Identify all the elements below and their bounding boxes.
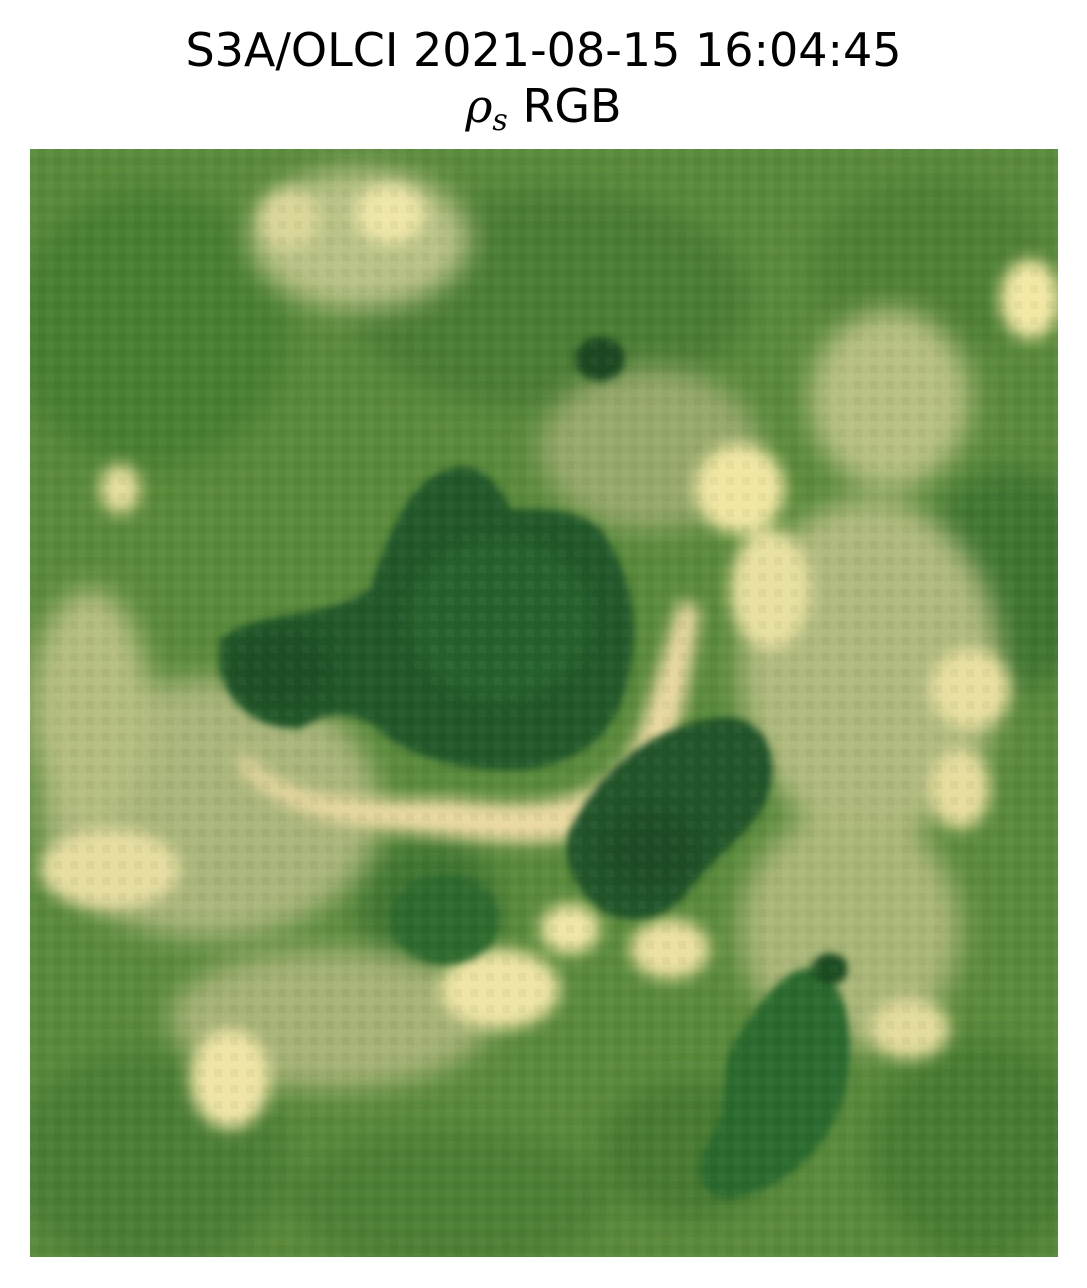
title-line-2: ρs RGB bbox=[0, 78, 1087, 149]
title-rgb-label: RGB bbox=[522, 79, 622, 133]
figure-title: S3A/OLCI 2021-08-15 16:04:45 ρs RGB bbox=[0, 22, 1087, 149]
reflectance-image bbox=[30, 149, 1058, 1257]
satellite-rgb-image bbox=[30, 149, 1058, 1257]
rho-symbol: ρs bbox=[465, 79, 508, 138]
pixel-texture bbox=[30, 149, 1058, 1257]
title-line-1: S3A/OLCI 2021-08-15 16:04:45 bbox=[185, 23, 902, 77]
